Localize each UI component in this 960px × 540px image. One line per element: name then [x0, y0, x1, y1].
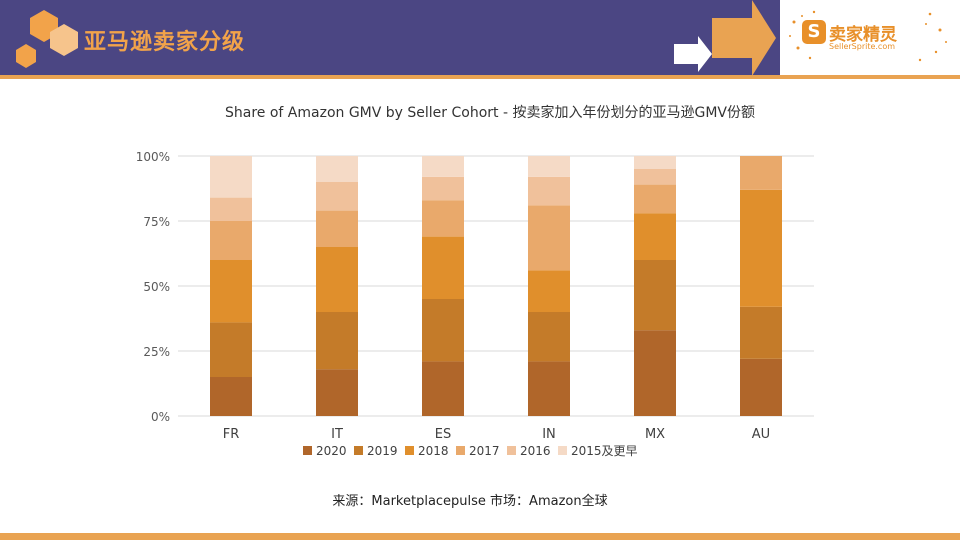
legend-swatch	[354, 446, 363, 455]
bar-segment	[634, 213, 676, 260]
chart-container: Share of Amazon GMV by Seller Cohort - 按…	[0, 80, 960, 530]
bar-segment	[316, 369, 358, 416]
arrow-icon	[674, 0, 776, 76]
legend-label: 2019	[367, 444, 398, 458]
logo-text: 卖家精灵	[829, 25, 897, 45]
brand-logo: S 卖家精灵 SellerSprite.com	[780, 0, 960, 76]
legend-swatch	[507, 446, 516, 455]
legend-label: 2018	[418, 444, 449, 458]
y-tick-label: 75%	[143, 215, 170, 229]
y-tick-label: 25%	[143, 345, 170, 359]
bar-segment	[316, 156, 358, 182]
hexagon-decoration-icon	[16, 10, 78, 68]
bar-segment	[634, 260, 676, 331]
source-note: 来源：Marketplacepulse 市场：Amazon全球	[332, 494, 608, 509]
bar-segment	[316, 182, 358, 211]
legend-label: 2020	[316, 444, 347, 458]
legend-swatch	[456, 446, 465, 455]
legend-swatch	[405, 446, 414, 455]
bar-segment	[634, 156, 676, 169]
bar-segment	[528, 176, 570, 206]
bar-segment	[210, 260, 252, 323]
bar-segment	[316, 247, 358, 312]
bar-segment	[528, 312, 570, 362]
bar-segment	[634, 184, 676, 214]
bar-segment	[316, 210, 358, 247]
legend-label: 2015及更早	[571, 444, 638, 458]
bar-segment	[210, 322, 252, 377]
legend-swatch	[303, 446, 312, 455]
bar-segment	[422, 156, 464, 177]
chart-title: Share of Amazon GMV by Seller Cohort - 按…	[225, 105, 755, 121]
bar-segment	[528, 205, 570, 271]
x-tick-label: AU	[752, 427, 770, 442]
header-stripe	[0, 75, 960, 79]
x-tick-label: IT	[331, 427, 343, 442]
bar-segment	[316, 312, 358, 370]
sparkle-dots-icon	[789, 10, 947, 62]
bar-segment	[422, 236, 464, 299]
logo-s-icon: S	[802, 20, 826, 44]
legend-swatch	[558, 446, 567, 455]
bar-segment	[528, 270, 570, 312]
bar-segment	[422, 176, 464, 201]
bar-segment	[740, 306, 782, 359]
bar-segment	[740, 156, 782, 190]
bar-segment	[210, 156, 252, 198]
x-tick-label: IN	[542, 427, 556, 442]
x-tick-label: ES	[435, 427, 451, 442]
x-tick-label: MX	[645, 427, 665, 442]
bar-segment	[528, 156, 570, 177]
y-tick-label: 0%	[151, 410, 170, 424]
legend-label: 2017	[469, 444, 500, 458]
x-tick-label: FR	[223, 427, 240, 442]
logo-subtext: SellerSprite.com	[829, 42, 896, 51]
bar-segment	[422, 200, 464, 237]
bar-segment	[210, 221, 252, 260]
y-tick-label: 50%	[143, 280, 170, 294]
bar-segment	[634, 169, 676, 185]
bar-segment	[740, 358, 782, 416]
bar-segment	[422, 361, 464, 416]
bar-segment	[210, 377, 252, 416]
bar-segment	[422, 299, 464, 362]
stacked-bar-chart: 0% 25% 50% 75% 100% FR IT ES IN MX AU 2020 2019 2018 2…	[136, 150, 814, 458]
legend-label: 2016	[520, 444, 551, 458]
page-title: 亚马逊卖家分级	[84, 30, 246, 55]
bar-segment	[740, 189, 782, 307]
bar-segment	[210, 197, 252, 221]
bar-segment	[634, 330, 676, 416]
footer-bar	[0, 533, 960, 540]
y-tick-label: 100%	[136, 150, 170, 164]
bar-segment	[528, 361, 570, 416]
